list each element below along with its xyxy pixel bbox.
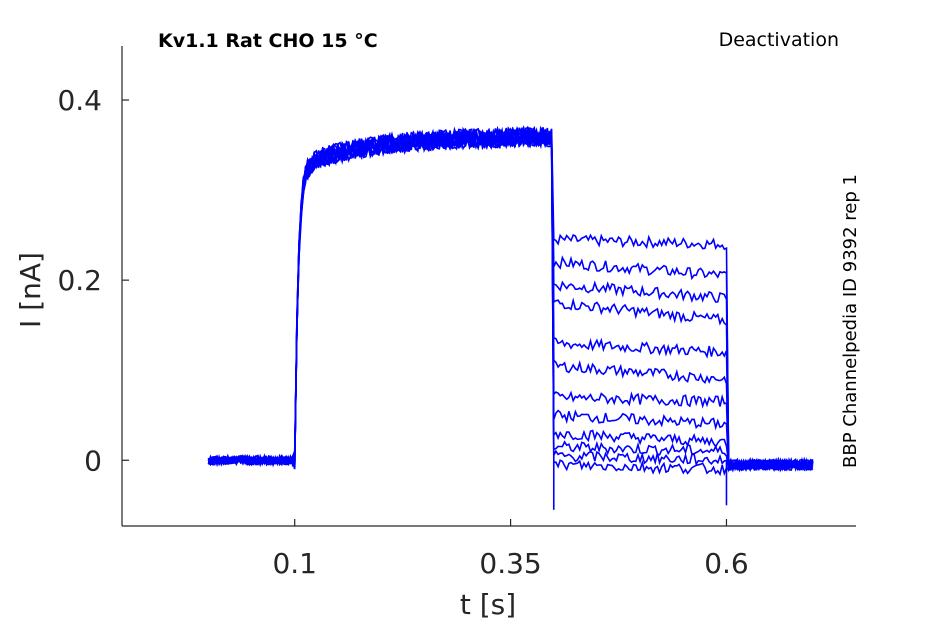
trace-group [207, 125, 814, 510]
x-tick-label: 0.1 [272, 547, 317, 580]
current-trace [208, 126, 814, 473]
x-tick-label: 0.35 [479, 547, 541, 580]
current-trace [207, 126, 814, 472]
current-trace [207, 128, 814, 473]
current-trace [207, 126, 814, 473]
x-tick-label: 0.6 [704, 547, 749, 580]
current-trace [207, 125, 813, 477]
y-tick-label: 0 [84, 444, 102, 477]
y-tick-label: 0.2 [57, 264, 102, 297]
current-trace [208, 125, 814, 473]
current-trace [207, 126, 814, 472]
current-trace [207, 126, 814, 473]
protocol-label: Deactivation [719, 29, 839, 51]
current-trace [207, 127, 814, 472]
source-label: BBP Channelpedia ID 9392 rep 1 [840, 174, 861, 468]
x-axis-title: t [s] [460, 588, 516, 621]
current-trace [208, 125, 814, 473]
y-axis-title: I [nA] [14, 252, 47, 328]
tick-group: 0.1 0.35 0.6 0 0.2 0.4 [57, 84, 748, 580]
chart-title: Kv1.1 Rat CHO 15 °C [158, 30, 378, 52]
current-trace [208, 125, 814, 473]
y-tick-label: 0.4 [57, 84, 102, 117]
current-trace [207, 125, 814, 473]
